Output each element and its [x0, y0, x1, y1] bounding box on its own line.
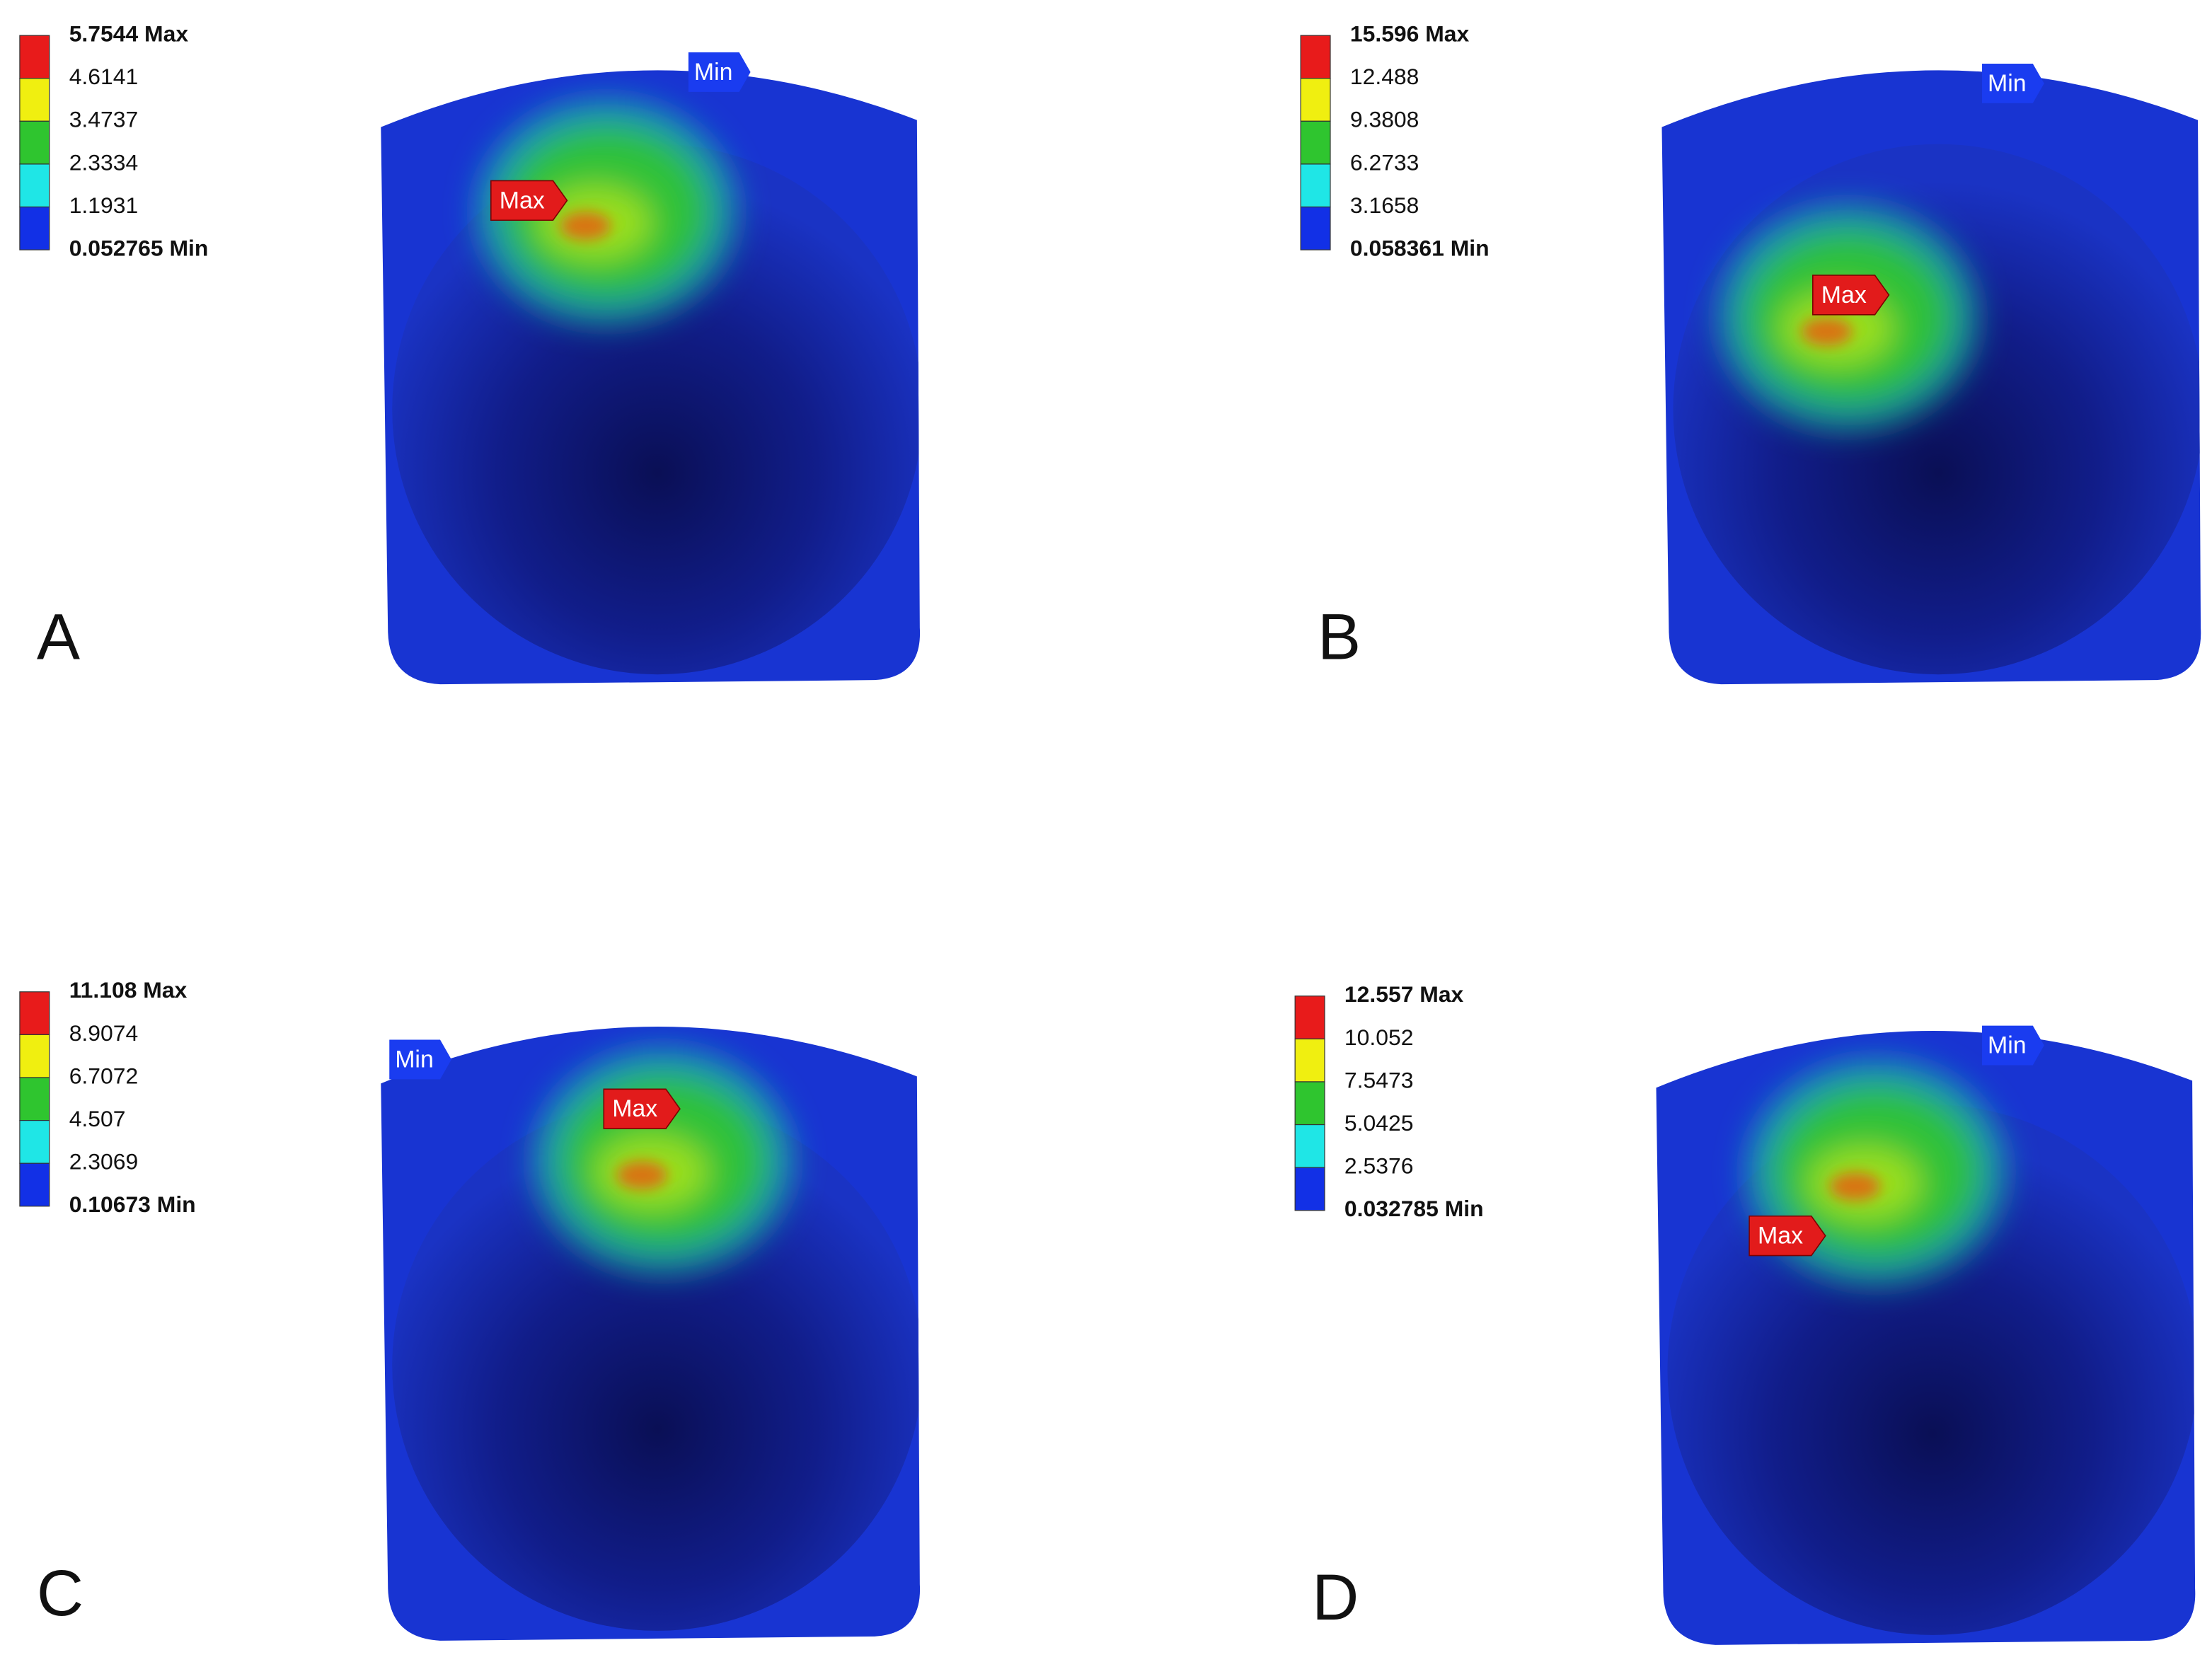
panel-label: C [37, 1557, 83, 1629]
legend-swatch [1300, 35, 1331, 79]
legend-swatch [1300, 163, 1331, 208]
legend-label: 4.6141 [69, 64, 138, 89]
legend-swatch [19, 1077, 50, 1121]
legend-label: 6.7072 [69, 1063, 138, 1088]
max-tag: Max [500, 187, 545, 214]
heat-core [1801, 317, 1853, 346]
legend-label: 0.052765 Min [69, 236, 209, 261]
legend-label: 8.9074 [69, 1020, 138, 1046]
legend-swatch [1294, 996, 1325, 1039]
sphere [1673, 144, 2201, 675]
legend-swatch [19, 1034, 50, 1078]
heat-peak [616, 1161, 667, 1189]
legend-label: 12.488 [1350, 64, 1419, 89]
legend-swatch [19, 78, 50, 122]
legend-label: 10.052 [1344, 1025, 1414, 1050]
legend-label: 2.5376 [1344, 1153, 1414, 1179]
min-tag: Min [395, 1046, 434, 1073]
sphere [392, 1100, 921, 1631]
model-contents [392, 98, 921, 675]
legend-swatch [19, 35, 50, 79]
legend-swatch [1294, 1038, 1325, 1083]
legend-label: 2.3334 [69, 149, 138, 175]
min-tag: Min [1988, 1032, 2027, 1058]
max-tag-shape [1812, 275, 1890, 316]
panel: 15.596 Max 12.488 9.3808 6.2733 3.1658 0.0583… [1300, 21, 2201, 685]
legend-label: 6.2733 [1350, 149, 1419, 175]
legend-label: 9.3808 [1350, 107, 1419, 132]
legend-label: 2.3069 [69, 1149, 138, 1175]
legend-swatch [1294, 1167, 1325, 1211]
legend-label: 5.7544 Max [69, 21, 189, 47]
legend-swatch [19, 991, 50, 1035]
min-tag-shape [1982, 63, 2044, 103]
legend-swatch [19, 1119, 50, 1164]
heat-zone [533, 1048, 793, 1274]
max-tag-shape [603, 1088, 681, 1129]
legend-swatch [1294, 1124, 1325, 1168]
legend-swatch [1300, 120, 1331, 165]
heat-peak [1801, 317, 1853, 346]
legend-label: 12.557 Max [1344, 981, 1464, 1007]
panel-label: D [1312, 1562, 1359, 1634]
legend-label: 3.4737 [69, 107, 138, 132]
heat-core [616, 1161, 667, 1189]
max-tag-shape [490, 180, 568, 221]
legend-label: 1.1931 [69, 192, 138, 218]
panel: 5.7544 Max 4.6141 3.4737 2.3334 1.1931 0.0527… [19, 21, 921, 685]
min-tag-shape [1982, 1025, 2044, 1066]
max-tag: Max [1821, 282, 1867, 308]
legend-label: 0.058361 Min [1350, 236, 1490, 261]
heat-core [1829, 1172, 1881, 1201]
legend-label: 11.108 Max [69, 977, 188, 1003]
panel: 12.557 Max 10.052 7.5473 5.0425 2.5376 0.0327… [1294, 981, 2196, 1645]
heat-zone [1746, 1059, 2006, 1286]
max-tag-shape [1749, 1215, 1826, 1257]
min-tag: Min [694, 59, 733, 86]
heat-peak [1829, 1172, 1881, 1201]
min-tag-shape [389, 1039, 451, 1080]
max-tag: Max [612, 1095, 657, 1122]
legend-swatch [1294, 1081, 1325, 1126]
legend-label: 3.1658 [1350, 192, 1419, 218]
heat-peak [560, 212, 611, 241]
legend-label: 15.596 Max [1350, 21, 1470, 47]
legend-swatch [1300, 206, 1331, 250]
min-tag: Min [1988, 70, 2027, 97]
model-contents [392, 1048, 921, 1631]
legend-swatch [19, 206, 50, 250]
heat-zone [476, 98, 737, 325]
legend-label: 0.032785 Min [1344, 1196, 1484, 1221]
legend-label: 5.0425 [1344, 1110, 1414, 1136]
model-contents [1673, 144, 2201, 675]
min-tag-shape [688, 52, 751, 92]
max-tag: Max [1758, 1223, 1803, 1250]
legend-label: 7.5473 [1344, 1067, 1414, 1092]
legend-swatch [19, 163, 50, 208]
legend-label: 4.507 [69, 1106, 126, 1131]
heat-zone [1718, 204, 1978, 431]
panel-label: B [1318, 601, 1361, 674]
legend-swatch [19, 120, 50, 165]
panel: 11.108 Max 8.9074 6.7072 4.507 2.3069 0.10673… [19, 977, 921, 1641]
heat-core [560, 212, 611, 241]
legend-swatch [19, 1162, 50, 1207]
panel-label: A [37, 601, 80, 674]
legend-label: 0.10673 Min [69, 1191, 196, 1217]
legend-swatch [1300, 78, 1331, 122]
